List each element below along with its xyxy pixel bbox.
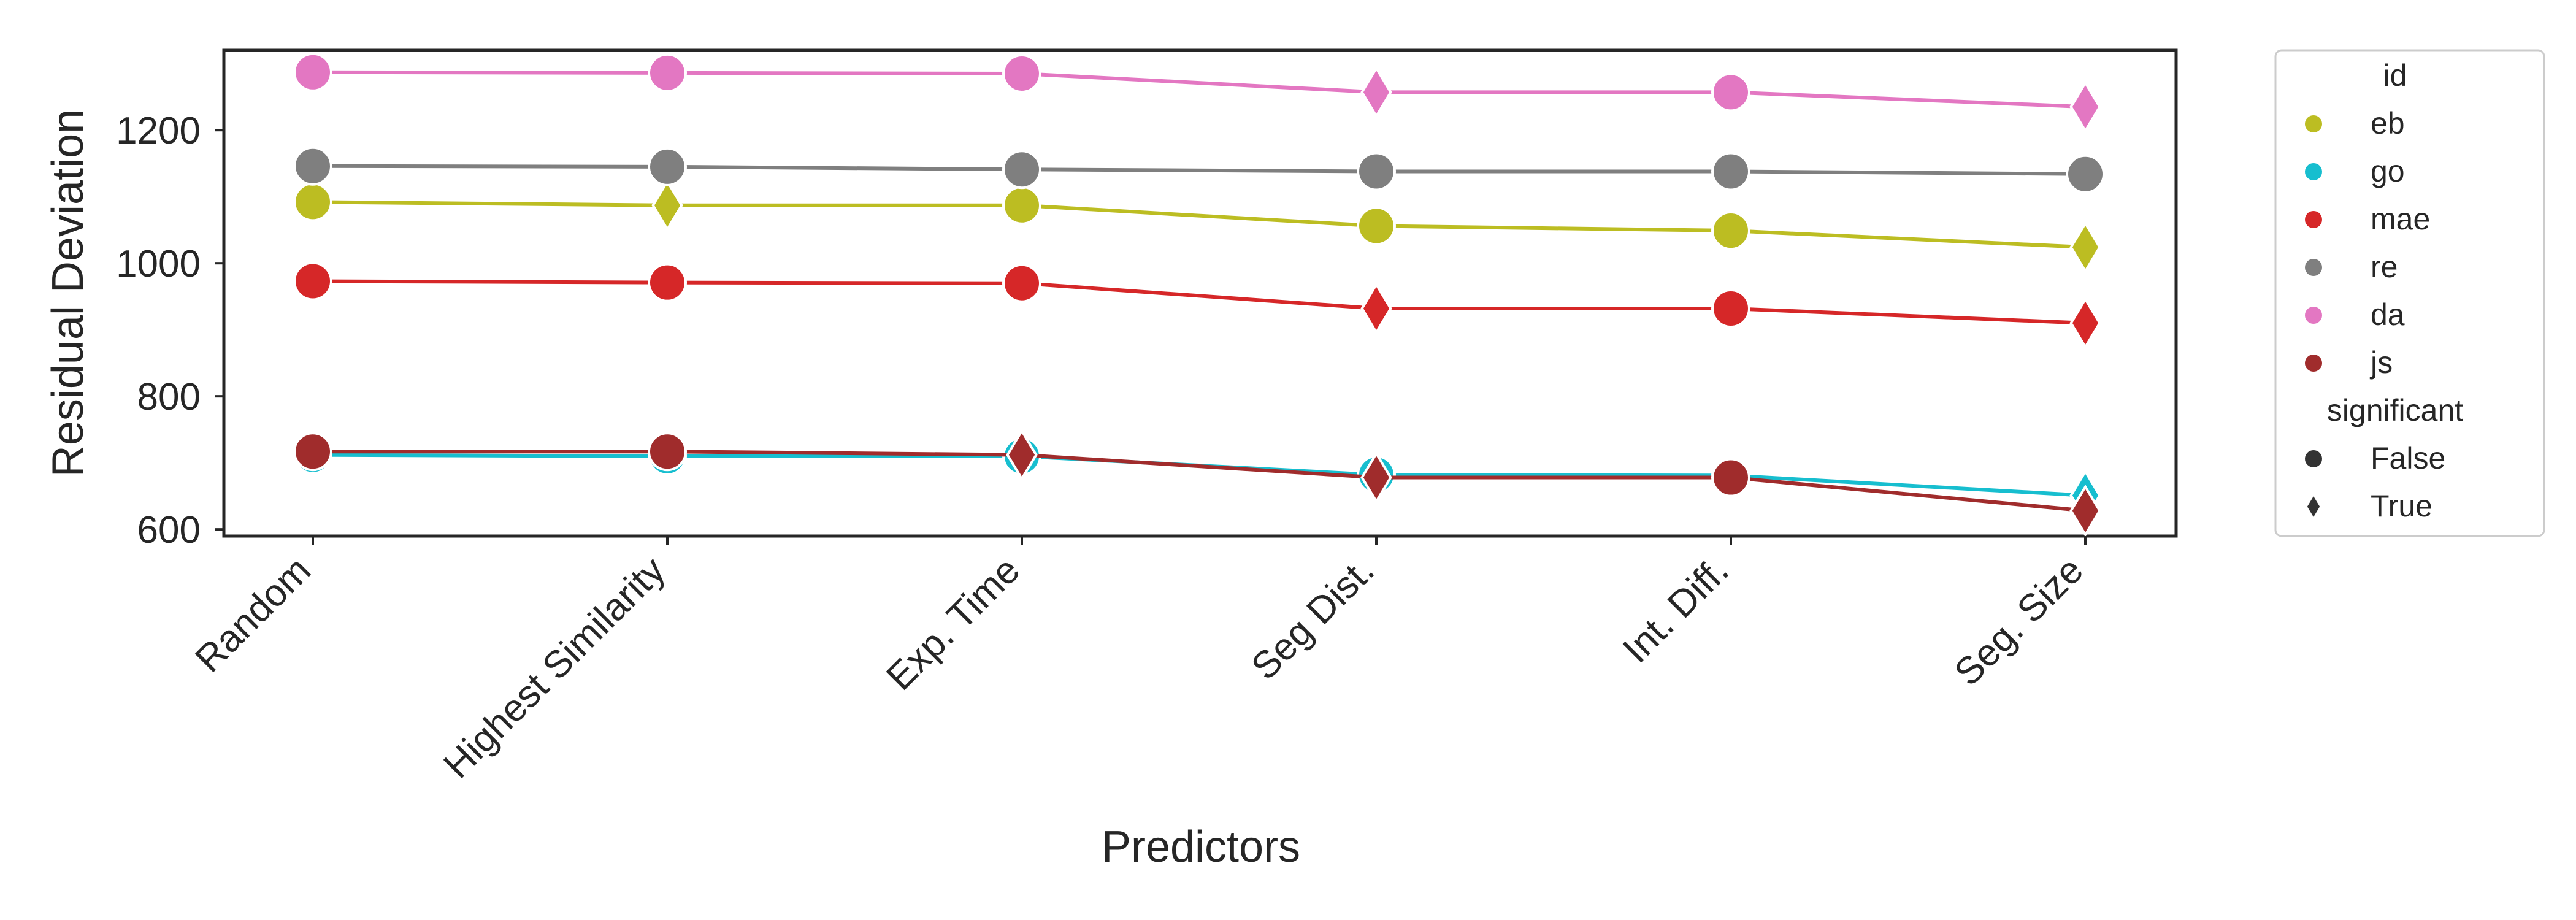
data-point-da — [1360, 66, 1392, 119]
legend-label-mae: mae — [2371, 202, 2430, 236]
data-point-eb — [1002, 185, 1041, 225]
legend-marker-re — [2302, 256, 2325, 278]
legend-label-js: js — [2369, 345, 2393, 380]
legend-entry-js: js — [2302, 345, 2393, 380]
data-point-eb — [1357, 206, 1396, 246]
data-point-mae — [2069, 296, 2101, 350]
x-axis-title: Predictors — [1102, 822, 1300, 872]
data-point-eb — [651, 178, 683, 232]
legend: id eb go mae re da js significant False True — [2274, 49, 2545, 537]
series-line-re — [312, 164, 2086, 176]
data-point-da — [293, 52, 332, 92]
data-point-mae — [1002, 263, 1041, 303]
x-tick-label: Seg. Size — [1946, 549, 2091, 694]
series-line-js — [313, 450, 2086, 513]
x-tick-label: Highest Similarity — [435, 549, 673, 786]
data-point-js — [1360, 451, 1392, 504]
legend-hue-entries: eb go mae re da js — [2302, 106, 2430, 380]
y-tick-label: 800 — [137, 376, 201, 418]
data-point-mae — [1360, 282, 1392, 335]
series-da — [293, 52, 2101, 134]
x-tick-label: Seg Dist. — [1243, 549, 1382, 688]
legend-label-eb: eb — [2371, 106, 2405, 140]
data-point-da — [2069, 80, 2101, 134]
y-tick-label: 1000 — [116, 243, 201, 285]
legend-entry-false: False — [2302, 441, 2445, 475]
y-tick-label: 600 — [137, 509, 201, 551]
data-point-js — [648, 432, 687, 472]
legend-entry-re: re — [2302, 250, 2398, 284]
x-tick-label: Int. Diff. — [1615, 549, 1737, 671]
y-axis-title: Residual Deviation — [44, 109, 93, 477]
data-point-eb — [1711, 211, 1750, 251]
legend-entry-eb: eb — [2302, 106, 2405, 140]
data-point-da — [1002, 53, 1041, 93]
y-tick-label: 1200 — [116, 110, 201, 152]
data-point-da — [648, 53, 687, 93]
data-point-mae — [293, 261, 332, 301]
data-point-re — [293, 146, 332, 186]
legend-label-go: go — [2371, 154, 2405, 188]
legend-marker-mae — [2302, 209, 2325, 231]
series-re — [293, 146, 2105, 194]
data-point-re — [1002, 150, 1041, 190]
legend-label-true: True — [2371, 489, 2432, 523]
legend-marker-da — [2302, 304, 2325, 326]
legend-frame — [2274, 49, 2545, 537]
legend-style-entries: False True — [2302, 441, 2445, 523]
legend-label-re: re — [2371, 250, 2398, 284]
data-point-mae — [1711, 288, 1750, 328]
data-point-re — [1711, 151, 1750, 191]
legend-label-false: False — [2371, 441, 2445, 475]
data-point-js — [293, 432, 332, 472]
series-line-eb — [312, 200, 2086, 250]
series-go — [293, 435, 2101, 522]
x-tick-label: Exp. Time — [878, 549, 1028, 699]
data-point-mae — [648, 263, 687, 302]
legend-marker-js — [2302, 352, 2325, 374]
data-point-eb — [2069, 221, 2101, 274]
data-point-eb — [293, 182, 332, 222]
series-line-mae — [312, 279, 2086, 325]
series-line-go — [312, 453, 2086, 497]
series-mae — [293, 261, 2101, 350]
legend-marker-go — [2302, 161, 2325, 183]
plot-area — [222, 48, 2178, 538]
legend-label-da: da — [2371, 297, 2405, 332]
series-line-da — [312, 70, 2086, 109]
series-layer — [293, 52, 2105, 537]
data-point-re — [1357, 151, 1396, 191]
data-point-js — [1711, 458, 1750, 497]
data-point-da — [1711, 72, 1750, 112]
legend-style-title: significant — [2327, 393, 2463, 427]
x-tick-label: Random — [187, 549, 319, 681]
legend-hue-title: id — [2383, 58, 2407, 93]
y-axis: 600 800 1000 1200 — [116, 110, 224, 551]
data-point-re — [648, 147, 687, 186]
data-point-js — [2069, 484, 2101, 537]
data-point-re — [2066, 154, 2105, 194]
plot-frame — [222, 48, 2178, 538]
legend-marker-false — [2302, 448, 2325, 470]
legend-entry-da: da — [2302, 297, 2405, 332]
legend-entry-true: True — [2304, 489, 2432, 523]
legend-marker-eb — [2302, 113, 2325, 135]
series-js — [293, 428, 2101, 537]
legend-entry-go: go — [2302, 154, 2405, 188]
data-point-js — [1006, 428, 1038, 481]
series-eb — [293, 178, 2101, 274]
legend-entry-mae: mae — [2302, 202, 2430, 236]
legend-marker-true — [2304, 491, 2323, 522]
x-axis: Random Highest Similarity Exp. Time Seg Dis… — [187, 536, 2091, 787]
